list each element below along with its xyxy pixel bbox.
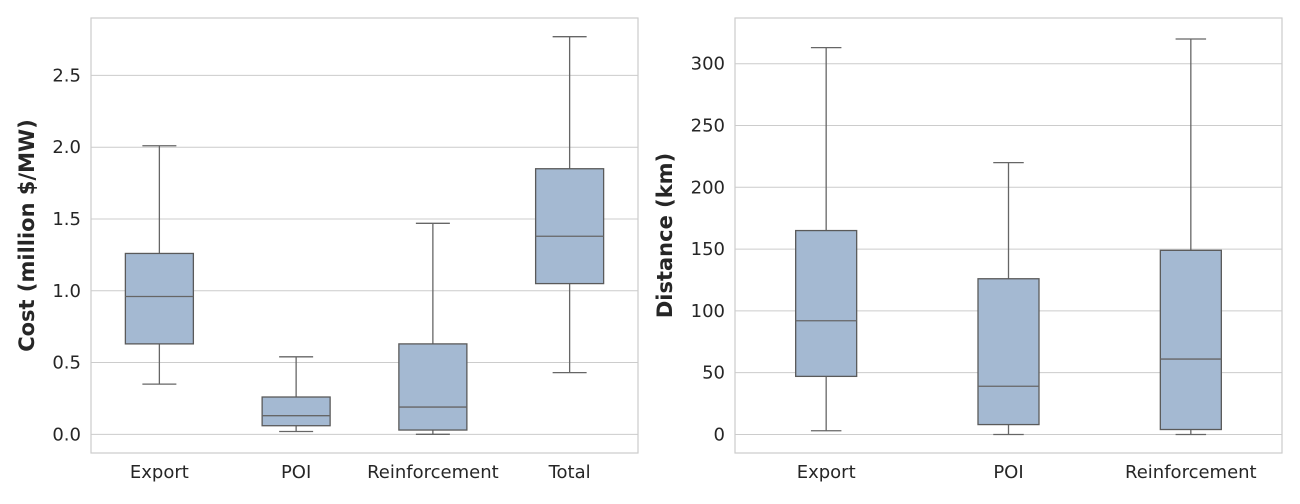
y-tick-label: 200: [691, 177, 725, 198]
y-axis-label: Cost (million $/MW): [15, 119, 39, 352]
box-iqr: [977, 278, 1040, 426]
y-tick-label: 0.5: [52, 353, 81, 374]
box-iqr: [261, 396, 331, 427]
y-tick-label: 0: [714, 424, 725, 445]
box-iqr: [1159, 249, 1222, 431]
y-tick-label: 50: [702, 363, 725, 384]
y-tick-label: 300: [691, 54, 725, 75]
plot-frame: [90, 17, 639, 454]
box-iqr: [534, 168, 605, 285]
box-iqr: [795, 229, 858, 378]
x-tick-label: Total: [548, 462, 591, 483]
box-iqr: [398, 343, 468, 431]
y-tick-label: 100: [691, 301, 725, 322]
y-tick-label: 150: [691, 239, 725, 260]
x-tick-label: Export: [130, 462, 189, 483]
x-tick-label: Reinforcement: [1125, 462, 1257, 483]
y-tick-label: 2.5: [52, 65, 81, 86]
y-tick-label: 1.0: [52, 281, 81, 302]
y-tick-label: 2.0: [52, 137, 81, 158]
y-tick-label: 0.0: [52, 424, 81, 445]
y-tick-label: 1.5: [52, 209, 81, 230]
plot-frame: [734, 17, 1283, 454]
x-tick-label: Export: [797, 462, 856, 483]
x-tick-label: Reinforcement: [367, 462, 499, 483]
y-tick-label: 250: [691, 116, 725, 137]
box-iqr: [124, 252, 195, 345]
y-axis-label: Distance (km): [653, 153, 677, 318]
x-tick-label: POI: [281, 462, 311, 483]
x-tick-label: POI: [993, 462, 1023, 483]
